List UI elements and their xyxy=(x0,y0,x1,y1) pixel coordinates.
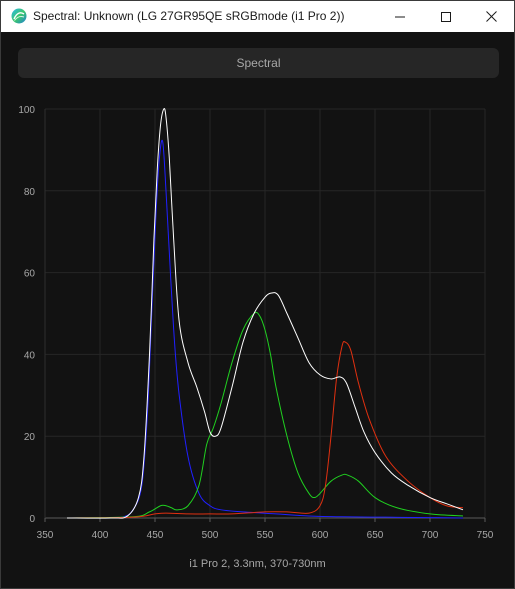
chart-series xyxy=(66,108,464,519)
close-icon xyxy=(485,11,497,22)
minimize-button[interactable] xyxy=(377,1,423,32)
y-tick-label: 80 xyxy=(24,187,36,198)
x-tick-label: 350 xyxy=(37,530,54,541)
instrument-info-label: i1 Pro 2, 3.3nm, 370-730nm xyxy=(189,558,326,570)
x-tick-label: 750 xyxy=(477,530,494,541)
spectral-chart: 350 400 450 500 550 600 650 700 750 0 20 40 60 80 100 xyxy=(18,105,493,541)
x-tick-label: 700 xyxy=(422,530,439,541)
title-bar[interactable]: Spectral: Unknown (LG 27GR95QE sRGBmode … xyxy=(1,1,514,32)
y-tick-label: 0 xyxy=(29,514,35,525)
x-tick-label: 600 xyxy=(312,530,329,541)
chart-grid xyxy=(44,108,486,519)
series-line-1 xyxy=(66,139,464,519)
series-line-2 xyxy=(66,311,464,519)
maximize-icon xyxy=(441,11,451,22)
minimize-icon xyxy=(395,16,405,17)
x-tick-label: 550 xyxy=(257,530,274,541)
x-tick-label: 450 xyxy=(147,530,164,541)
spectral-app-icon xyxy=(11,8,27,24)
close-button[interactable] xyxy=(468,1,514,32)
y-tick-label: 40 xyxy=(24,350,36,361)
x-tick-label: 650 xyxy=(367,530,384,541)
series-line-4 xyxy=(66,108,464,519)
spectral-tab-button[interactable]: Spectral xyxy=(18,48,499,78)
maximize-button[interactable] xyxy=(423,1,469,32)
series-line-3 xyxy=(66,341,464,519)
x-tick-label: 400 xyxy=(92,530,109,541)
content-area: Spectral 350 400 450 500 550 600 650 700 750 0 20 4… xyxy=(1,32,514,588)
window-title: Spectral: Unknown (LG 27GR95QE sRGBmode … xyxy=(33,9,345,23)
y-tick-label: 100 xyxy=(18,105,35,116)
x-tick-label: 500 xyxy=(202,530,219,541)
y-tick-label: 20 xyxy=(24,432,36,443)
y-tick-label: 60 xyxy=(24,269,36,280)
chart-axes: 350 400 450 500 550 600 650 700 750 0 20 40 60 80 100 xyxy=(18,105,493,541)
